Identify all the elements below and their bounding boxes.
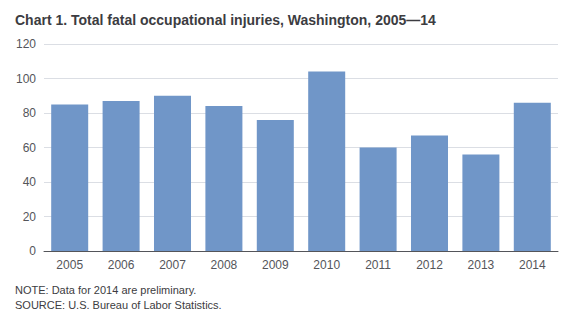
svg-text:Chart 1. Total fatal occupatio: Chart 1. Total fatal occupational injuri… bbox=[15, 12, 436, 28]
svg-text:40: 40 bbox=[23, 175, 37, 189]
svg-text:2012: 2012 bbox=[416, 258, 443, 272]
svg-text:NOTE: Data for 2014 are prelim: NOTE: Data for 2014 are preliminary. bbox=[15, 284, 196, 296]
svg-text:100: 100 bbox=[16, 72, 36, 86]
svg-text:2010: 2010 bbox=[313, 258, 340, 272]
svg-text:2007: 2007 bbox=[159, 258, 186, 272]
svg-text:2013: 2013 bbox=[468, 258, 495, 272]
svg-text:2006: 2006 bbox=[108, 258, 135, 272]
svg-text:60: 60 bbox=[23, 141, 37, 155]
svg-text:2005: 2005 bbox=[56, 258, 83, 272]
svg-text:2009: 2009 bbox=[262, 258, 289, 272]
svg-text:2008: 2008 bbox=[211, 258, 238, 272]
svg-text:2011: 2011 bbox=[365, 258, 391, 272]
svg-text:120: 120 bbox=[16, 37, 36, 51]
svg-text:20: 20 bbox=[23, 210, 37, 224]
svg-text:SOURCE: U.S. Bureau of Labor S: SOURCE: U.S. Bureau of Labor Statistics. bbox=[15, 299, 222, 311]
svg-text:0: 0 bbox=[29, 244, 36, 258]
svg-text:2014: 2014 bbox=[519, 258, 546, 272]
svg-text:80: 80 bbox=[23, 106, 37, 120]
